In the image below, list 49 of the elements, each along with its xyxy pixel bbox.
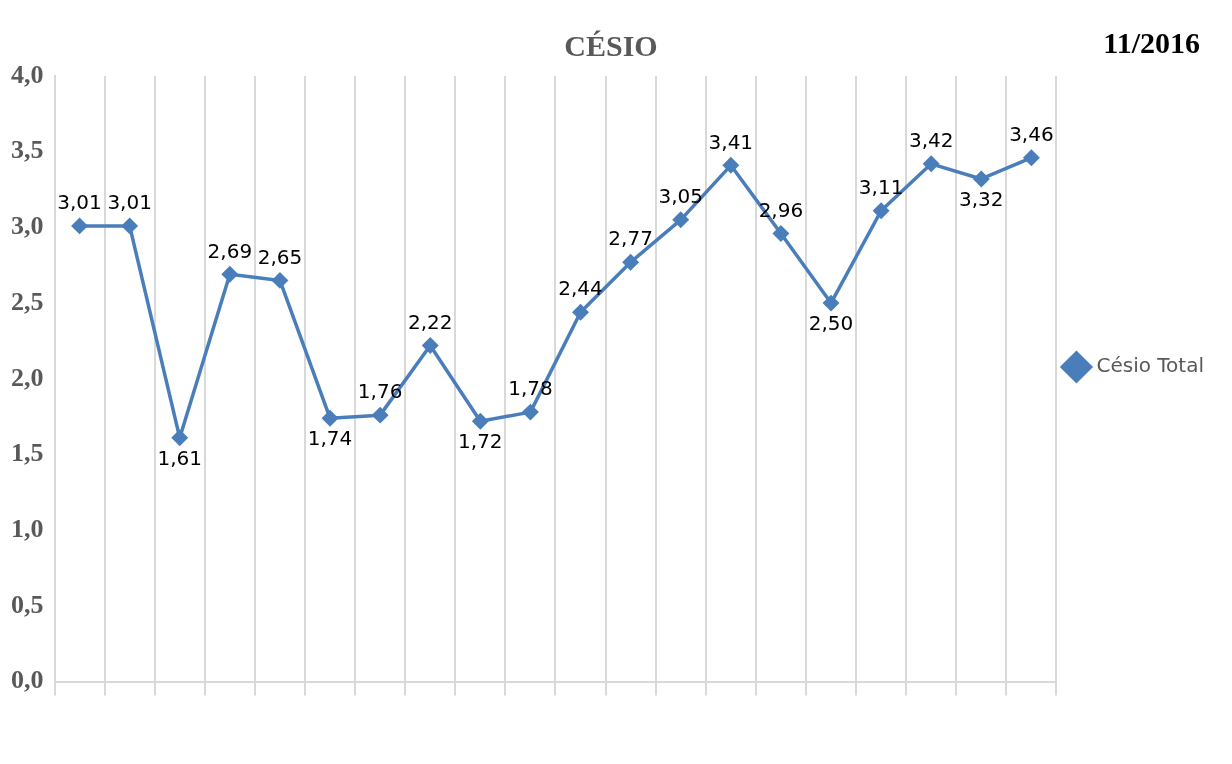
data-label: 2,22	[407, 309, 453, 334]
point	[422, 337, 438, 354]
y-tick-label: 2,5	[11, 286, 44, 316]
point	[322, 410, 338, 426]
data-label: 2,65	[257, 244, 303, 269]
point	[71, 218, 88, 234]
chart-title: CÉSIO	[564, 28, 658, 62]
data-label: 3,41	[708, 129, 754, 154]
data-label: 3,05	[658, 184, 703, 209]
point	[472, 413, 489, 429]
data-label: 1,72	[458, 429, 503, 454]
point	[823, 295, 839, 311]
data-label: 2,77	[608, 226, 653, 251]
point	[923, 156, 939, 172]
point	[572, 304, 589, 320]
point	[272, 272, 288, 289]
data-label: 2,44	[558, 276, 603, 301]
point	[222, 266, 238, 283]
data-label: 1,74	[307, 426, 353, 451]
point	[522, 404, 539, 420]
data-label: 1,61	[157, 446, 203, 471]
data-label: 3,11	[858, 174, 904, 199]
point	[773, 225, 789, 242]
point	[1023, 150, 1040, 166]
y-tick-label: 3,0	[11, 211, 44, 241]
y-tick-label: 0,5	[11, 589, 44, 619]
y-tick-label: 1,0	[11, 513, 44, 543]
point	[973, 171, 990, 187]
data-label: 3,01	[107, 190, 152, 215]
point	[121, 218, 138, 234]
point	[873, 203, 889, 219]
y-tick-label: 1,5	[11, 438, 44, 468]
data-label: 2,69	[207, 238, 253, 263]
point	[622, 254, 639, 270]
y-tick-label: 2,0	[11, 362, 44, 392]
data-label: 3,32	[959, 187, 1004, 212]
point	[672, 212, 689, 228]
text: 11/2016	[1103, 25, 1200, 59]
y-tick-label: 0,0	[11, 665, 44, 695]
data-label: 3,01	[57, 190, 102, 215]
y-tick-label: 4,0	[11, 59, 44, 89]
point	[372, 407, 388, 423]
point	[171, 430, 188, 446]
data-label: 2,50	[808, 311, 854, 336]
y-tick-label: 3,5	[11, 135, 44, 165]
point	[723, 157, 739, 174]
data-label: 3,42	[908, 128, 954, 153]
legend-label: Césio Total	[1096, 353, 1205, 378]
data-label: 3,46	[1009, 121, 1054, 146]
